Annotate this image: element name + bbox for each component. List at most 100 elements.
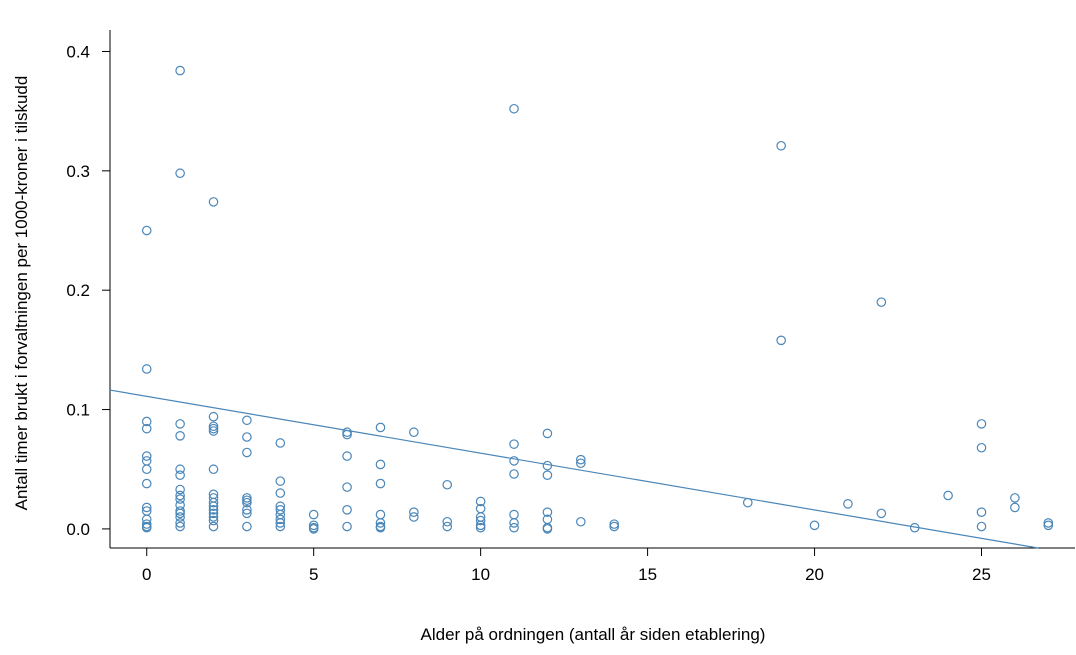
data-point	[475, 520, 486, 531]
y-axis-ticks: 0.0 0.1 0.2 0.3 0.4	[66, 42, 110, 539]
data-point	[576, 458, 586, 469]
data-point	[275, 488, 286, 498]
data-point	[409, 427, 419, 438]
data-point	[208, 426, 219, 436]
data-point	[976, 507, 987, 517]
data-point	[542, 428, 553, 439]
data-point	[542, 470, 553, 480]
x-tick-label: 20	[805, 565, 824, 584]
data-point	[442, 479, 453, 490]
data-point	[208, 521, 219, 532]
data-point	[275, 514, 286, 525]
axes	[109, 30, 1075, 549]
data-point	[475, 496, 486, 507]
data-point	[1043, 520, 1054, 531]
data-point	[141, 464, 152, 475]
data-point	[242, 447, 252, 458]
x-tick-label: 25	[972, 565, 991, 584]
data-point	[375, 509, 386, 520]
data-point	[308, 524, 319, 534]
data-point	[141, 502, 152, 513]
data-point	[576, 516, 586, 527]
data-point	[475, 515, 486, 526]
data-point	[175, 494, 185, 504]
x-tick-label: 15	[638, 565, 657, 584]
data-point	[242, 493, 252, 503]
data-point	[442, 516, 453, 527]
data-point	[275, 518, 286, 528]
data-point	[175, 168, 185, 179]
data-point	[876, 297, 887, 307]
data-point	[409, 512, 419, 522]
y-tick-label: 0.4	[66, 42, 90, 61]
data-point	[375, 422, 386, 433]
data-point	[242, 505, 252, 515]
data-point	[375, 478, 386, 489]
y-tick-label: 0.3	[66, 162, 90, 181]
data-point	[208, 464, 219, 475]
data-point	[609, 519, 620, 529]
data-point	[208, 512, 219, 522]
data-point	[609, 521, 620, 532]
data-point	[375, 518, 386, 528]
data-point	[742, 497, 753, 508]
data-point	[542, 460, 553, 471]
data-point	[141, 519, 152, 529]
data-point	[141, 451, 152, 461]
data-point	[375, 522, 386, 533]
data-point	[208, 505, 219, 515]
data-point	[509, 456, 519, 466]
data-point	[208, 411, 219, 422]
data-point	[175, 518, 185, 528]
data-point	[409, 507, 419, 517]
data-point	[175, 508, 185, 519]
y-tick-label: 0.1	[66, 401, 90, 420]
data-point	[242, 508, 252, 519]
data-point	[141, 522, 152, 533]
data-point	[275, 505, 286, 515]
data-point	[141, 225, 152, 236]
data-point	[342, 521, 352, 532]
data-point	[141, 478, 152, 489]
x-tick-label: 10	[471, 565, 490, 584]
data-point	[509, 522, 519, 533]
data-point	[208, 197, 219, 207]
data-point	[475, 522, 486, 533]
data-point	[175, 512, 185, 522]
data-point	[141, 364, 152, 374]
data-point	[175, 464, 185, 475]
data-point	[208, 497, 219, 508]
data-point	[342, 427, 352, 438]
data-point	[576, 454, 586, 465]
data-point	[542, 524, 553, 534]
data-point	[342, 505, 352, 515]
data-point	[208, 508, 219, 519]
data-point	[208, 501, 219, 512]
data-point	[242, 497, 252, 508]
data-point	[175, 419, 185, 429]
data-point	[275, 438, 286, 448]
data-point	[175, 65, 185, 76]
data-point	[509, 518, 519, 528]
data-point	[509, 439, 519, 449]
data-point	[208, 515, 219, 526]
trendline-group	[109, 389, 1039, 549]
data-point	[509, 103, 519, 114]
data-point	[342, 482, 352, 492]
data-point	[1010, 493, 1020, 503]
data-point	[208, 423, 219, 434]
data-point	[509, 509, 519, 520]
data-point	[976, 442, 987, 453]
data-point	[976, 419, 987, 429]
data-point	[141, 423, 152, 434]
data-point	[175, 431, 185, 441]
data-point	[175, 484, 185, 495]
data-point	[509, 469, 519, 479]
data-point	[776, 140, 786, 151]
data-point	[1010, 502, 1020, 513]
data-points	[141, 65, 1054, 534]
data-point	[442, 521, 453, 532]
x-tick-label: 0	[142, 565, 151, 584]
data-point	[242, 495, 252, 506]
